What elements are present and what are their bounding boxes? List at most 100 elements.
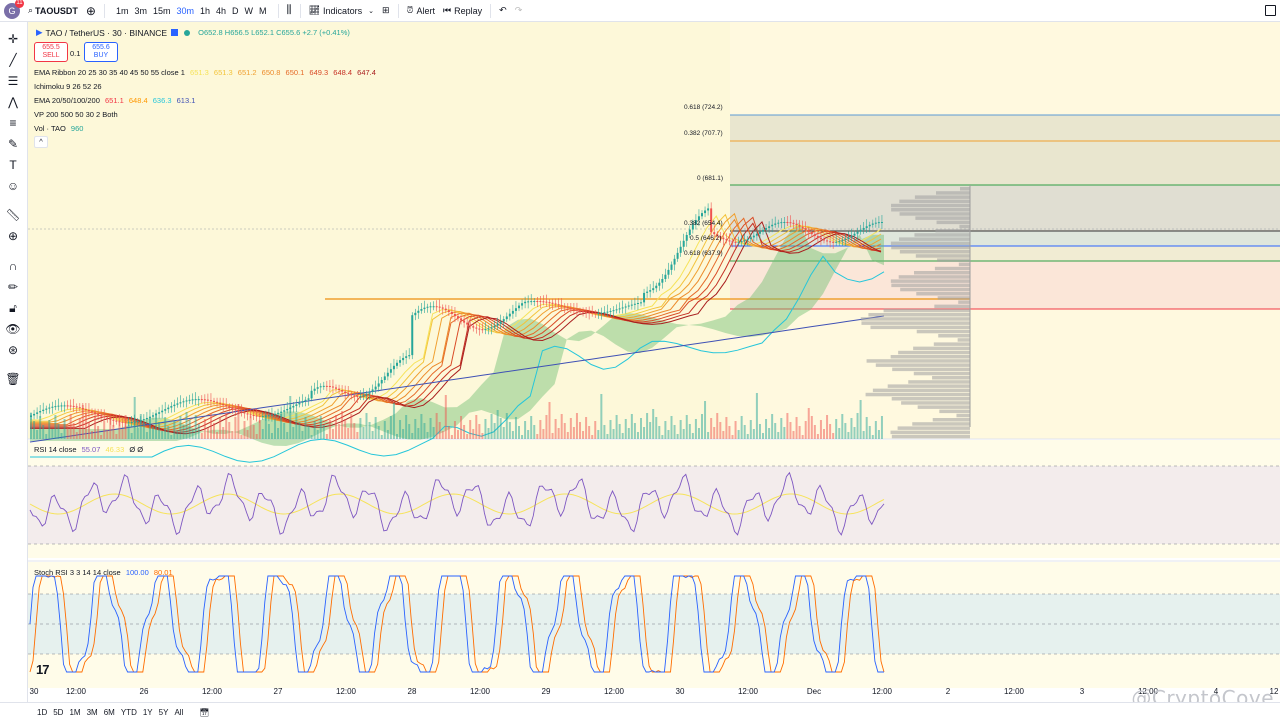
symbol-search[interactable]: ⌕ TAOUSDT: [24, 0, 82, 21]
volume-bar: [868, 426, 871, 439]
range-5y[interactable]: 5Y: [158, 707, 169, 717]
time-axis-label: 4: [1213, 687, 1219, 696]
volume-legend[interactable]: Vol · TAO 960: [34, 124, 86, 133]
candle-body: [865, 226, 868, 228]
range-1y[interactable]: 1Y: [142, 707, 153, 717]
time-axis-label: 28: [407, 687, 417, 696]
volume-bar: [78, 418, 81, 439]
magnet-icon[interactable]: ∩: [8, 259, 18, 273]
candle-body: [36, 412, 39, 414]
ruler-icon[interactable]: 📏︎: [5, 208, 21, 222]
sell-button[interactable]: 655.5 SELL: [34, 42, 68, 62]
compare-symbol-button[interactable]: ⊕: [82, 0, 100, 21]
volume-bar: [222, 427, 225, 439]
ema-ribbon-legend[interactable]: EMA Ribbon 20 25 30 35 40 45 50 55 close…: [34, 68, 379, 77]
user-avatar[interactable]: G 11: [4, 0, 24, 19]
volume-profile-bar: [898, 275, 970, 279]
range-all[interactable]: All: [174, 707, 184, 717]
horizontal-lines-icon[interactable]: ☰: [7, 74, 19, 88]
ichimoku-legend[interactable]: Ichimoku 9 26 52 26: [34, 82, 102, 91]
candle-body: [691, 224, 694, 230]
range-1d[interactable]: 1D: [37, 707, 48, 717]
zoom-icon[interactable]: ⊕: [7, 229, 19, 243]
replay-button[interactable]: ⏮︎ Replay: [439, 0, 486, 21]
volume-bar: [438, 422, 441, 439]
fib-icon[interactable]: ≡: [9, 116, 17, 130]
trend-line-icon[interactable]: ╱: [9, 53, 17, 67]
volume-bar: [594, 421, 597, 439]
volume-profile-bar: [908, 380, 970, 384]
candle-body: [286, 408, 289, 411]
redo-button[interactable]: ↷: [511, 0, 527, 21]
ema-ribbon-line: [30, 212, 882, 429]
volume-profile-bar: [932, 376, 970, 380]
volume-bar: [621, 433, 624, 439]
volume-profile-bar: [861, 321, 970, 325]
candle-body: [408, 355, 411, 357]
buy-button[interactable]: 655.6 BUY: [84, 42, 118, 62]
tree-icon[interactable]: ⊛: [7, 343, 19, 357]
volume-bar: [173, 421, 176, 439]
chart-type-button[interactable]: ⫼: [283, 0, 296, 21]
range-ytd[interactable]: YTD: [120, 707, 137, 717]
lock-icon[interactable]: 🔓︎: [9, 300, 17, 315]
timeframe-4h[interactable]: 4h: [216, 5, 227, 16]
time-axis[interactable]: 30 12:00 26 12:00 27 12:00 28 12:00 29 12:00 30 12:…: [28, 686, 1280, 700]
pencil-lock-icon[interactable]: ✏︎: [7, 280, 19, 294]
timeframe-30m[interactable]: 30m: [176, 5, 195, 16]
volume-bar: [572, 427, 575, 439]
range-6m[interactable]: 6M: [103, 707, 115, 717]
indicators-button[interactable]: 📈︎ Indicators ⌄: [305, 0, 378, 21]
volume-bar: [694, 419, 697, 439]
collapse-legend-button[interactable]: ^: [34, 136, 48, 148]
rsi-legend[interactable]: RSI 14 close 55.07 46.33 Ø Ø: [34, 445, 146, 454]
timeframe-15m[interactable]: 15m: [152, 5, 171, 16]
candle-body: [331, 386, 334, 388]
range-3m[interactable]: 3M: [86, 707, 98, 717]
templates-button[interactable]: ⊞: [378, 0, 394, 21]
timeframe-1m[interactable]: 1m: [115, 5, 129, 16]
volume-bar: [585, 417, 588, 439]
volume-bar: [743, 425, 746, 439]
volume-bar: [84, 413, 87, 439]
brush-icon[interactable]: ✎: [7, 137, 19, 151]
timeframe-W[interactable]: W: [244, 5, 254, 16]
volume-profile-bar: [891, 434, 970, 439]
candle-body: [203, 399, 206, 401]
timeframe-1h[interactable]: 1h: [200, 5, 211, 16]
candle-body: [432, 306, 435, 308]
timeframe-M[interactable]: M: [259, 5, 267, 16]
volume-bar: [264, 415, 267, 439]
trash-icon[interactable]: 🗑︎: [5, 372, 21, 386]
candle-body: [72, 405, 75, 407]
volume-profile-bar: [938, 334, 970, 338]
stoch-rsi-legend[interactable]: Stoch RSI 3 3 14 14 close 100.00 80.01: [34, 568, 176, 577]
volume-profile-legend[interactable]: VP 200 500 50 30 2 Both: [34, 110, 118, 119]
volume-bar: [277, 428, 280, 439]
timeframe-3m[interactable]: 3m: [134, 5, 147, 16]
candle-body: [685, 234, 688, 241]
volume-bar: [386, 430, 389, 439]
alert-button[interactable]: ⏰︎ Alert: [403, 0, 440, 21]
crosshair-icon[interactable]: ✛: [7, 32, 19, 46]
calendar-icon[interactable]: 📅︎: [199, 707, 210, 717]
range-5d[interactable]: 5D: [53, 707, 64, 717]
tradingview-logo[interactable]: 17: [36, 662, 50, 677]
layout-box[interactable]: [1261, 0, 1280, 21]
candle-body: [701, 213, 703, 217]
range-1m[interactable]: 1M: [69, 707, 81, 717]
volume-profile-bar: [958, 300, 970, 304]
time-axis-label: 3: [1079, 687, 1085, 696]
candle-body: [267, 415, 270, 417]
text-icon[interactable]: T: [9, 158, 17, 172]
eye-icon[interactable]: 👁︎: [5, 322, 21, 336]
emoji-icon[interactable]: ☺: [6, 179, 20, 193]
candle-body: [328, 385, 331, 387]
timeframe-D[interactable]: D: [232, 5, 239, 16]
pattern-icon[interactable]: ⋀: [8, 95, 18, 109]
chart-canvas[interactable]: [28, 22, 1280, 688]
volume-bar: [527, 430, 530, 439]
ema-legend[interactable]: EMA 20/50/100/200 651.1 648.4 636.3 613.…: [34, 96, 198, 105]
undo-button[interactable]: ↶: [495, 0, 511, 21]
alert-label: Alert: [416, 5, 436, 16]
